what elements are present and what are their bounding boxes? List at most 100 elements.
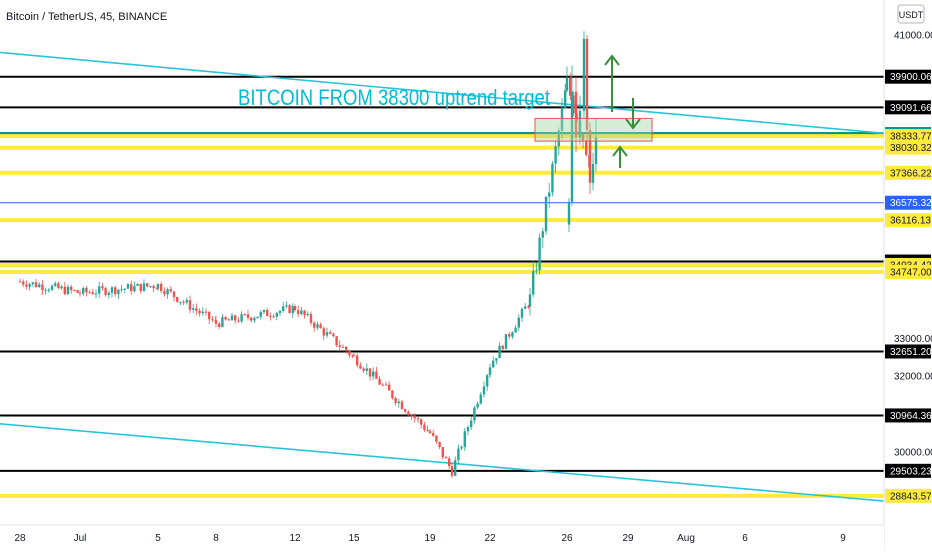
price-tick-label: 32000.00 — [894, 372, 932, 383]
candle-body — [285, 305, 288, 307]
candle-body — [130, 284, 133, 292]
candle-body — [495, 358, 498, 361]
candle-body — [368, 368, 372, 377]
candle-body — [70, 286, 73, 291]
candle-body — [351, 355, 354, 357]
price-tag[interactable] — [885, 129, 931, 144]
candle-body — [538, 237, 541, 271]
price-tag[interactable] — [885, 265, 931, 280]
candle-body — [291, 306, 294, 314]
price-tag[interactable] — [885, 69, 931, 84]
candle-body — [146, 283, 149, 287]
candle-body — [410, 415, 413, 417]
candle-body — [581, 134, 585, 141]
candle-body — [278, 310, 282, 313]
candle-body — [139, 283, 142, 291]
candle-body — [41, 284, 44, 291]
candle-body — [488, 367, 492, 376]
price-tag[interactable] — [885, 463, 931, 478]
candle-body — [501, 345, 504, 349]
price-tag-label: 29503.23 — [890, 466, 932, 477]
candle-body — [498, 345, 501, 359]
candle-body — [397, 401, 400, 404]
candle-body — [524, 306, 527, 309]
candle-body — [227, 319, 230, 321]
candle-body — [438, 441, 441, 448]
date-tick-label: 19 — [424, 533, 436, 544]
candle-body — [535, 270, 538, 272]
candle-body — [532, 271, 535, 295]
candle-body — [57, 283, 60, 289]
candle-body — [594, 137, 598, 164]
candle-body — [384, 384, 388, 386]
candle-body — [541, 231, 544, 238]
date-tick-label: 8 — [213, 533, 219, 544]
candle-body — [224, 317, 227, 320]
candle-body — [47, 289, 50, 291]
price-tag[interactable] — [885, 100, 931, 115]
target-zone-box[interactable] — [534, 117, 653, 142]
candle-body — [110, 287, 114, 293]
price-tag-label: 34747.00 — [890, 268, 932, 279]
candle-body — [564, 90, 567, 108]
candle-body — [156, 283, 160, 289]
price-tag[interactable] — [885, 140, 931, 155]
candle-body — [426, 429, 429, 432]
candle-body — [554, 146, 557, 164]
candle-body — [473, 407, 476, 421]
trendline[interactable] — [0, 50, 888, 135]
candle-body — [476, 403, 479, 408]
candle-body — [250, 317, 253, 321]
candle-body — [198, 310, 201, 314]
price-tag[interactable] — [885, 195, 931, 210]
price-tag[interactable] — [885, 213, 931, 228]
candle-body — [585, 38, 589, 130]
candle-body — [123, 288, 126, 290]
candle-body — [527, 306, 530, 308]
candle-body — [404, 409, 407, 412]
price-tag[interactable] — [885, 408, 931, 423]
candle-body — [514, 327, 517, 333]
candle-body — [73, 290, 76, 292]
candle-body — [211, 319, 214, 321]
candle-body — [551, 163, 554, 193]
candle-body — [166, 289, 169, 295]
candle-body — [338, 345, 341, 347]
candle-body — [63, 286, 66, 295]
candle-body — [585, 140, 588, 155]
candle-body — [570, 91, 574, 202]
candle-body — [50, 285, 54, 290]
trendline[interactable] — [0, 422, 888, 503]
candle-body — [297, 310, 300, 314]
candle-body — [262, 309, 266, 313]
candle-body — [479, 394, 482, 404]
price-tag[interactable] — [885, 344, 931, 359]
candle-body — [591, 163, 595, 183]
candle-body — [492, 360, 495, 368]
candle-body — [91, 292, 94, 295]
candle-body — [126, 284, 130, 289]
candle-body — [332, 333, 335, 337]
date-tick-label: 22 — [484, 533, 496, 544]
price-tag-label: 38333.77 — [890, 132, 932, 143]
candle-body — [448, 458, 451, 467]
price-tick-label: 30000.00 — [894, 448, 932, 459]
candle-body — [188, 300, 192, 310]
candle-body — [230, 315, 234, 321]
currency-selector[interactable]: USDT — [897, 4, 925, 24]
date-tick-label: 12 — [289, 533, 301, 544]
candle-body — [335, 336, 338, 346]
candle-body — [365, 368, 368, 371]
candle-body — [413, 415, 416, 419]
candle-body — [517, 317, 520, 328]
candle-body — [470, 420, 473, 428]
candle-body — [82, 287, 85, 294]
candle-body — [54, 283, 57, 286]
price-tag[interactable] — [885, 488, 931, 503]
price-tag[interactable] — [885, 165, 931, 180]
candle-body — [259, 312, 262, 317]
candle-body — [450, 466, 454, 476]
candle-body — [441, 447, 444, 458]
